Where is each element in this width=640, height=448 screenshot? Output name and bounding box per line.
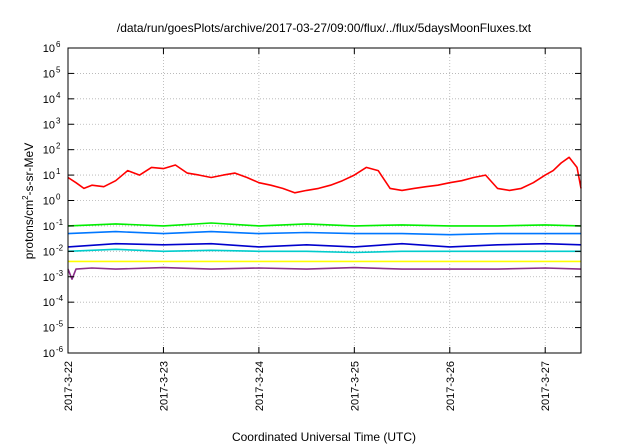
y-tick-base: 10 xyxy=(43,221,55,233)
y-tick-base: 10 xyxy=(43,145,55,157)
y-axis-label-prefix: protons/cm xyxy=(22,200,36,259)
y-tick-exponent-label: 1 xyxy=(56,167,61,176)
y-tick-label: 10 xyxy=(43,68,55,80)
x-tick-label: 2017-3-25 xyxy=(349,361,361,411)
y-tick-exponent-label: -6 xyxy=(56,345,64,354)
x-tick-label: 2017-3-24 xyxy=(254,361,266,411)
x-tick-label: 2017-3-23 xyxy=(158,361,170,411)
series-line-5 xyxy=(67,242,582,248)
y-tick-exponent-label: 5 xyxy=(56,65,61,74)
y-axis-label: protons/cm2-s-sr-MeV xyxy=(21,143,36,259)
y-tick-exponent-label: 3 xyxy=(56,116,61,125)
y-tick-label: 10 xyxy=(43,119,55,131)
series-line-4 xyxy=(67,248,581,254)
y-tick-base: 10 xyxy=(43,119,55,131)
y-tick-base: 10 xyxy=(43,323,55,335)
series-line-2 xyxy=(67,222,582,227)
y-tick-exponent-label: 2 xyxy=(56,142,61,151)
y-tick-label: 10 xyxy=(43,170,55,182)
y-tick-label: 10 xyxy=(43,221,55,233)
x-tick-label: 2017-3-27 xyxy=(540,361,552,411)
y-tick-label: 10 xyxy=(43,323,55,335)
y-tick-base: 10 xyxy=(43,272,55,284)
x-tick-label: 2017-3-26 xyxy=(445,361,457,411)
y-tick-label: 10 xyxy=(43,94,55,106)
y-tick-exponent-label: -1 xyxy=(56,218,64,227)
plot-frame xyxy=(67,47,582,354)
y-tick-base: 10 xyxy=(43,94,55,106)
x-axis: 2017-3-22 2017-3-23 2017-3-24 2017-3-25 2017… xyxy=(63,48,552,411)
series-line-7 xyxy=(67,266,582,281)
y-tick-base: 10 xyxy=(43,170,55,182)
series-line-1 xyxy=(67,156,582,194)
y-tick-exponent-label: -5 xyxy=(56,320,64,329)
y-tick-exponent-label: 6 xyxy=(56,40,61,49)
y-tick-exponent-label: -3 xyxy=(56,269,64,278)
y-tick-label: 10 xyxy=(43,145,55,157)
y-tick-label: 10 xyxy=(43,196,55,208)
chart-title: /data/run/goesPlots/archive/2017-03-27/0… xyxy=(117,21,532,35)
y-tick-label: 10 xyxy=(43,297,55,309)
plot-series xyxy=(67,156,582,281)
y-tick-base: 10 xyxy=(43,348,55,360)
y-tick-base: 10 xyxy=(43,68,55,80)
y-tick-label: 10 xyxy=(43,272,55,284)
y-tick-base: 10 xyxy=(43,43,55,55)
y-tick-base: 10 xyxy=(43,297,55,309)
series-line-3 xyxy=(67,230,581,236)
y-axis-label-suffix: -s-sr-MeV xyxy=(22,143,36,196)
y-tick-exponent-label: -2 xyxy=(56,243,64,252)
y-tick-base: 10 xyxy=(43,196,55,208)
y-tick-label: 10 xyxy=(43,43,55,55)
y-axis-label-superscript: 2 xyxy=(21,195,30,200)
y-tick-base: 10 xyxy=(43,246,55,258)
y-tick-exponent-label: -4 xyxy=(56,294,64,303)
grid xyxy=(67,48,581,353)
y-tick-exponent-label: 4 xyxy=(56,91,61,100)
y-tick-label: 10 xyxy=(43,246,55,258)
y-tick-exponent-label: 0 xyxy=(56,193,61,202)
x-tick-label: 2017-3-22 xyxy=(63,361,75,411)
y-tick-label: 10 xyxy=(43,348,55,360)
x-axis-label: Coordinated Universal Time (UTC) xyxy=(232,430,416,444)
